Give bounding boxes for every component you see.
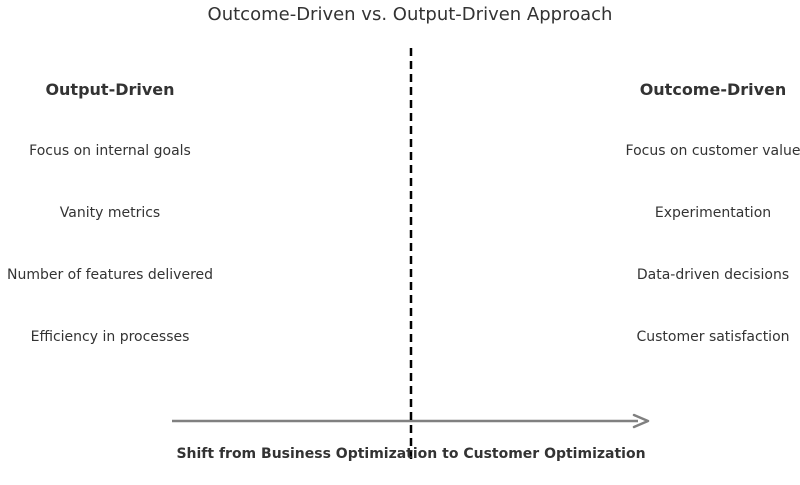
output-item: Number of features delivered xyxy=(6,267,214,283)
outcome-item: Customer satisfaction xyxy=(636,329,790,345)
shift-arrow-head xyxy=(632,413,650,429)
output-item: Vanity metrics xyxy=(59,205,161,221)
outcome-driven-heading: Outcome-Driven xyxy=(639,80,787,99)
output-driven-heading: Output-Driven xyxy=(45,80,175,99)
diagram-title: Outcome-Driven vs. Output-Driven Approac… xyxy=(207,4,613,25)
arrow-caption: Shift from Business Optimization to Cust… xyxy=(176,446,646,462)
output-item: Efficiency in processes xyxy=(30,329,190,345)
output-item: Focus on internal goals xyxy=(29,143,191,159)
outcome-item: Experimentation xyxy=(654,205,772,221)
outcome-item: Data-driven decisions xyxy=(636,267,790,283)
outcome-item: Focus on customer value xyxy=(625,143,800,159)
